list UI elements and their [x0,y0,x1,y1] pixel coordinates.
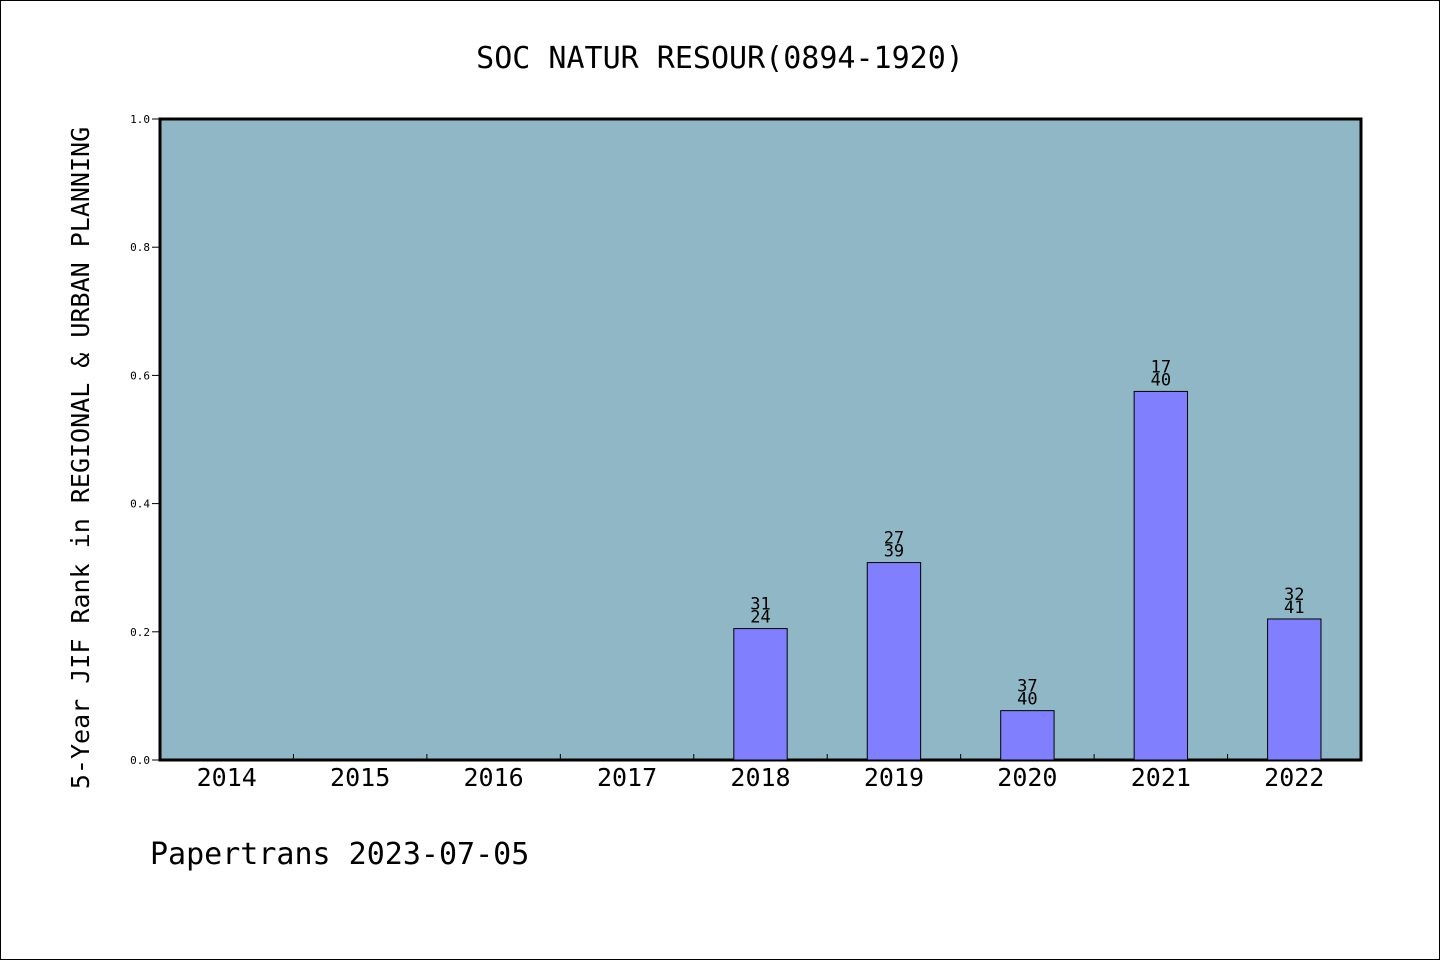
y-tick-label: 0.0 [130,754,150,767]
bar-label-top: 17 [1151,357,1171,377]
bar-label-bottom: 41 [1284,598,1304,618]
bar-label-bottom: 24 [750,608,770,628]
y-axis-label: 5-Year JIF Rank in REGIONAL & URBAN PLAN… [66,127,95,789]
y-tick-label: 0.4 [130,498,150,511]
x-tick-label: 2019 [864,763,924,792]
chart-title: SOC NATUR RESOUR(0894-1920) [476,41,964,76]
x-tick-label: 2015 [330,763,390,792]
bar-2018 [733,628,788,761]
bar-2019 [866,562,922,761]
bar-label-top: 31 [750,595,770,615]
bar-label-top: 27 [884,529,904,549]
bar-2021 [1133,390,1189,761]
footer-credit: Papertrans 2023-07-05 [150,837,529,872]
x-tick-label: 2022 [1264,763,1324,792]
bar-label-top: 37 [1017,677,1037,697]
bar-label-bottom: 40 [1151,370,1171,390]
x-tick-label: 2017 [597,763,657,792]
bar-2022 [1267,618,1322,761]
bar-2020 [1000,710,1055,761]
y-tick-label: 0.8 [130,241,150,254]
bar-label-top: 32 [1284,585,1304,605]
x-axis: 2014 2015 2016 2017 2018 2019 2020 2021 2022 [197,754,1324,792]
y-tick-label: 0.6 [130,369,150,382]
x-tick-label: 2014 [197,763,257,792]
y-tick-label: 1.0 [130,113,150,126]
x-tick-label: 2018 [730,763,790,792]
x-tick-label: 2021 [1131,763,1191,792]
x-tick-label: 2016 [464,763,524,792]
y-axis: 0.0 0.2 0.4 0.6 0.8 1.0 [130,113,160,767]
bar-label-bottom: 39 [884,542,904,562]
x-tick-label: 2020 [997,763,1057,792]
bar-label-bottom: 40 [1017,690,1037,710]
y-tick-label: 0.2 [130,626,150,639]
